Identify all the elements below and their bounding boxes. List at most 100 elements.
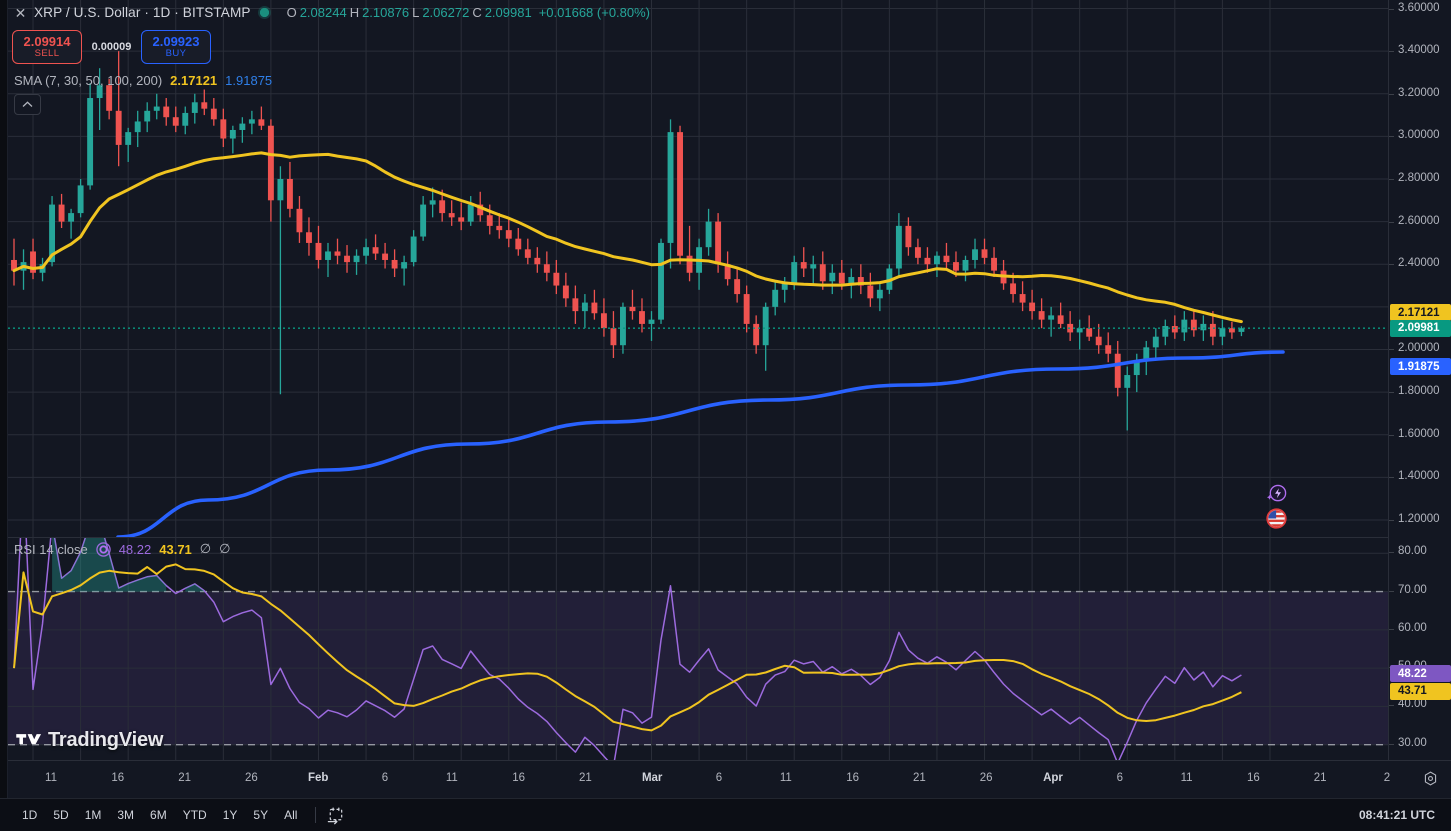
price-tick-dash <box>1389 628 1394 630</box>
price-tick-dash <box>1389 264 1394 266</box>
time-tick-11: 11 <box>45 772 57 784</box>
left-rail <box>0 0 8 798</box>
price-badge-1.91875[interactable]: 1.91875 <box>1390 358 1451 376</box>
time-tick-21: 21 <box>178 772 191 784</box>
low-value: 2.06272 <box>422 5 470 20</box>
change-value: +0.01668 (+0.80%) <box>538 5 651 20</box>
price-tick-1.60000: 1.60000 <box>1398 427 1440 440</box>
rsi-pane[interactable] <box>8 537 1388 760</box>
rsi-lower-band-value: ∅ <box>219 541 231 556</box>
collapse-pane-button[interactable] <box>14 94 41 115</box>
price-tick-2.40000: 2.40000 <box>1398 257 1440 270</box>
price-tick-1.20000: 1.20000 <box>1398 512 1440 525</box>
sma-indicator-legend[interactable]: SMA (7, 30, 50, 100, 200) 2.17121 1.9187… <box>14 73 272 88</box>
rsi-indicator-legend[interactable]: RSI 14 close 48.22 43.71 ∅ ∅ <box>14 541 230 557</box>
rsi-plot <box>8 538 1388 760</box>
open-label: O <box>286 5 297 20</box>
price-badge-2.09981[interactable]: 2.09981 <box>1390 319 1451 337</box>
time-tick-16: 16 <box>846 772 859 784</box>
chevron-up-icon <box>22 101 33 107</box>
time-tick-21: 21 <box>1313 772 1327 784</box>
timescale-settings-icon[interactable] <box>1423 771 1438 791</box>
sma-value-blue: 1.91875 <box>225 73 273 88</box>
price-tick-3.60000: 3.60000 <box>1398 1 1440 14</box>
range-button-1y[interactable]: 1Y <box>222 808 238 822</box>
ohlc-values: O 2.08244 H 2.10876 L 2.06272 C 2.09981 +0.0… <box>287 5 650 20</box>
chart-canvas[interactable] <box>8 0 1388 760</box>
price-tick-dash <box>1389 705 1394 707</box>
price-tick-3.40000: 3.40000 <box>1398 44 1440 57</box>
buy-label: BUY <box>165 47 187 59</box>
utc-clock: 08:41:21 UTC <box>1358 808 1435 822</box>
range-button-3m[interactable]: 3M <box>117 808 135 822</box>
range-button-1d[interactable]: 1D <box>22 808 38 822</box>
price-tick-1.40000: 1.40000 <box>1398 470 1440 483</box>
time-tick-11: 11 <box>1180 772 1193 784</box>
open-value: 2.08244 <box>299 5 347 20</box>
high-label: H <box>349 5 360 20</box>
sell-label: SELL <box>34 47 60 59</box>
price-tick-dash <box>1389 179 1394 180</box>
bottom-toolbar: 1D 5D 1M 3M 6M YTD 1Y 5Y All 08:41:21 UTC <box>0 798 1451 831</box>
rsi-ma-value: 43.71 <box>159 541 192 557</box>
rsi-value: 48.22 <box>118 541 152 557</box>
range-button-all[interactable]: All <box>284 808 298 822</box>
range-button-6m[interactable]: 6M <box>150 808 167 822</box>
price-tick-dash <box>1389 8 1394 10</box>
price-scale[interactable]: 3.60000 3.40000 3.20000 3.00000 2.80000 2.600… <box>1388 0 1451 760</box>
time-tick-6: 6 <box>381 772 389 784</box>
symbol-title[interactable]: XRP / U.S. Dollar · 1D · BITSTAMP <box>34 5 251 20</box>
price-badge-2.17121[interactable]: 2.17121 <box>1390 304 1451 322</box>
sma-name: SMA (7, 30, 50, 100, 200) <box>14 73 163 88</box>
toolbar-divider <box>315 807 317 823</box>
close-icon[interactable]: ✕ <box>14 4 27 21</box>
price-plot <box>8 0 1388 537</box>
sell-button[interactable]: 2.09914 SELL <box>12 30 82 64</box>
price-tick-dash <box>1389 519 1394 521</box>
trade-buttons: 2.09914 SELL 0.00009 2.09923 BUY <box>12 30 211 64</box>
sma-value-yellow: 2.17121 <box>170 73 218 88</box>
time-scale[interactable]: 11 16 21 26 Feb 6 11 16 21 Mar 6 11 16 21 26 Apr 6 11 16 21… <box>0 760 1451 798</box>
price-tick-1.80000: 1.80000 <box>1398 385 1440 398</box>
ai-lightning-icon[interactable] <box>1265 483 1288 506</box>
time-tick-6: 6 <box>1116 772 1123 784</box>
price-badge-48.22[interactable]: 48.22 <box>1390 665 1451 683</box>
time-tick-Mar: Mar <box>641 772 663 784</box>
time-tick-16: 16 <box>512 772 525 784</box>
range-button-5y[interactable]: 5Y <box>253 808 269 822</box>
range-button-1m[interactable]: 1M <box>84 808 102 822</box>
price-tick-3.00000: 3.00000 <box>1398 129 1440 142</box>
range-button-ytd[interactable]: YTD <box>182 808 207 822</box>
time-tick-16: 16 <box>111 772 125 784</box>
price-pane[interactable] <box>8 0 1388 537</box>
rsi-tick-30.00: 30.00 <box>1398 736 1427 749</box>
time-tick-Feb: Feb <box>307 772 329 784</box>
price-tick-2.80000: 2.80000 <box>1398 172 1440 184</box>
tradingview-watermark: TradingView <box>16 729 163 752</box>
low-label: L <box>412 5 420 20</box>
goto-date-icon[interactable] <box>326 806 345 825</box>
rsi-refresh-icon <box>95 541 111 557</box>
time-tick-21: 21 <box>578 772 592 784</box>
price-tick-dash <box>1389 434 1394 436</box>
time-tick-26: 26 <box>244 772 258 784</box>
chart-legend: ✕ XRP / U.S. Dollar · 1D · BITSTAMP O 2.0… <box>14 5 650 20</box>
brand-name: TradingView <box>48 729 164 751</box>
range-button-5d[interactable]: 5D <box>53 808 69 822</box>
price-tick-dash <box>1389 93 1394 95</box>
price-badge-43.71[interactable]: 43.71 <box>1390 682 1451 700</box>
time-tick-21: 21 <box>912 772 926 784</box>
price-tick-dash <box>1389 51 1394 53</box>
close-value: 2.09981 <box>484 5 532 20</box>
spread-value: 0.00009 <box>91 41 132 53</box>
rsi-tick-40.00: 40.00 <box>1398 698 1427 711</box>
time-tick-11: 11 <box>445 772 458 784</box>
price-tick-dash <box>1389 477 1394 479</box>
buy-button[interactable]: 2.09923 BUY <box>141 30 211 64</box>
price-tick-dash <box>1389 136 1394 138</box>
price-tick-dash <box>1389 590 1394 592</box>
us-flag-event-icon[interactable] <box>1265 507 1288 530</box>
high-value: 2.10876 <box>362 5 410 20</box>
time-tick-Apr: Apr <box>1043 772 1063 784</box>
